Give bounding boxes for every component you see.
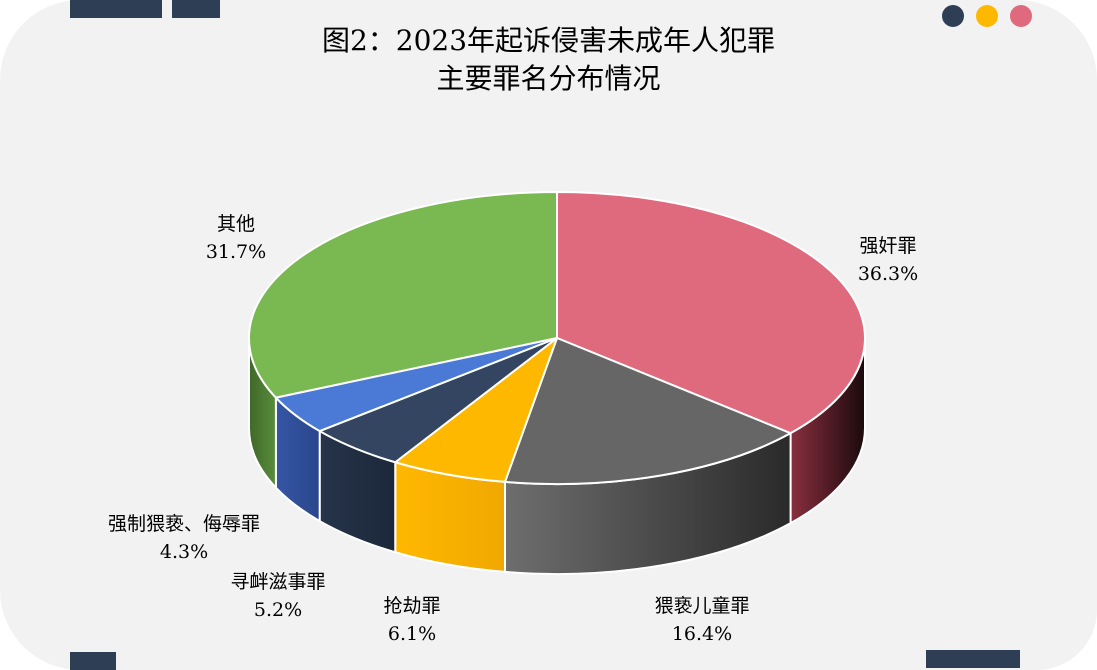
slice-label-provocation: 寻衅滋事罪 5.2% xyxy=(158,568,398,624)
slice-percent: 31.7% xyxy=(205,241,267,263)
slice-label-child-molestation: 猥亵儿童罪 16.4% xyxy=(582,592,822,648)
pie-slice-robbery xyxy=(394,337,558,483)
slice-name: 强奸罪 xyxy=(859,235,917,257)
pie-slice-child-molestation xyxy=(503,337,792,485)
decor-bar-top-left-small xyxy=(172,0,220,18)
decor-dot-yellow xyxy=(976,5,998,27)
slice-label-other: 其他 31.7% xyxy=(116,210,356,266)
decor-bar-top-left xyxy=(70,0,162,18)
slice-percent: 36.3% xyxy=(857,263,919,285)
slice-percent: 5.2% xyxy=(253,599,303,621)
decor-bar-bottom-left xyxy=(70,652,116,670)
decor-dot-pink xyxy=(1010,5,1032,27)
chart-title-line2: 主要罪名分布情况 xyxy=(436,62,661,95)
slice-name: 其他 xyxy=(216,213,255,235)
pie-slice-other xyxy=(248,191,558,399)
slice-percent: 4.3% xyxy=(159,541,209,563)
slice-label-rape: 强奸罪 36.3% xyxy=(768,232,1008,288)
slice-label-forced-indecency: 强制猥亵、侮辱罪 4.3% xyxy=(64,510,304,566)
pie-slice-rape xyxy=(556,191,866,435)
slice-name: 抢劫罪 xyxy=(383,595,441,617)
slice-label-robbery: 抢劫罪 6.1% xyxy=(292,592,532,648)
decor-dot-navy xyxy=(942,5,964,27)
slice-percent: 6.1% xyxy=(387,623,437,645)
slice-name: 寻衅滋事罪 xyxy=(230,571,326,593)
chart-title-line1: 图2：2023年起诉侵害未成年人犯罪 xyxy=(321,24,776,57)
slice-name: 强制猥亵、侮辱罪 xyxy=(107,513,260,535)
decor-bar-bottom-right xyxy=(926,650,1020,668)
slice-percent: 16.4% xyxy=(671,623,733,645)
slice-name: 猥亵儿童罪 xyxy=(654,595,750,617)
